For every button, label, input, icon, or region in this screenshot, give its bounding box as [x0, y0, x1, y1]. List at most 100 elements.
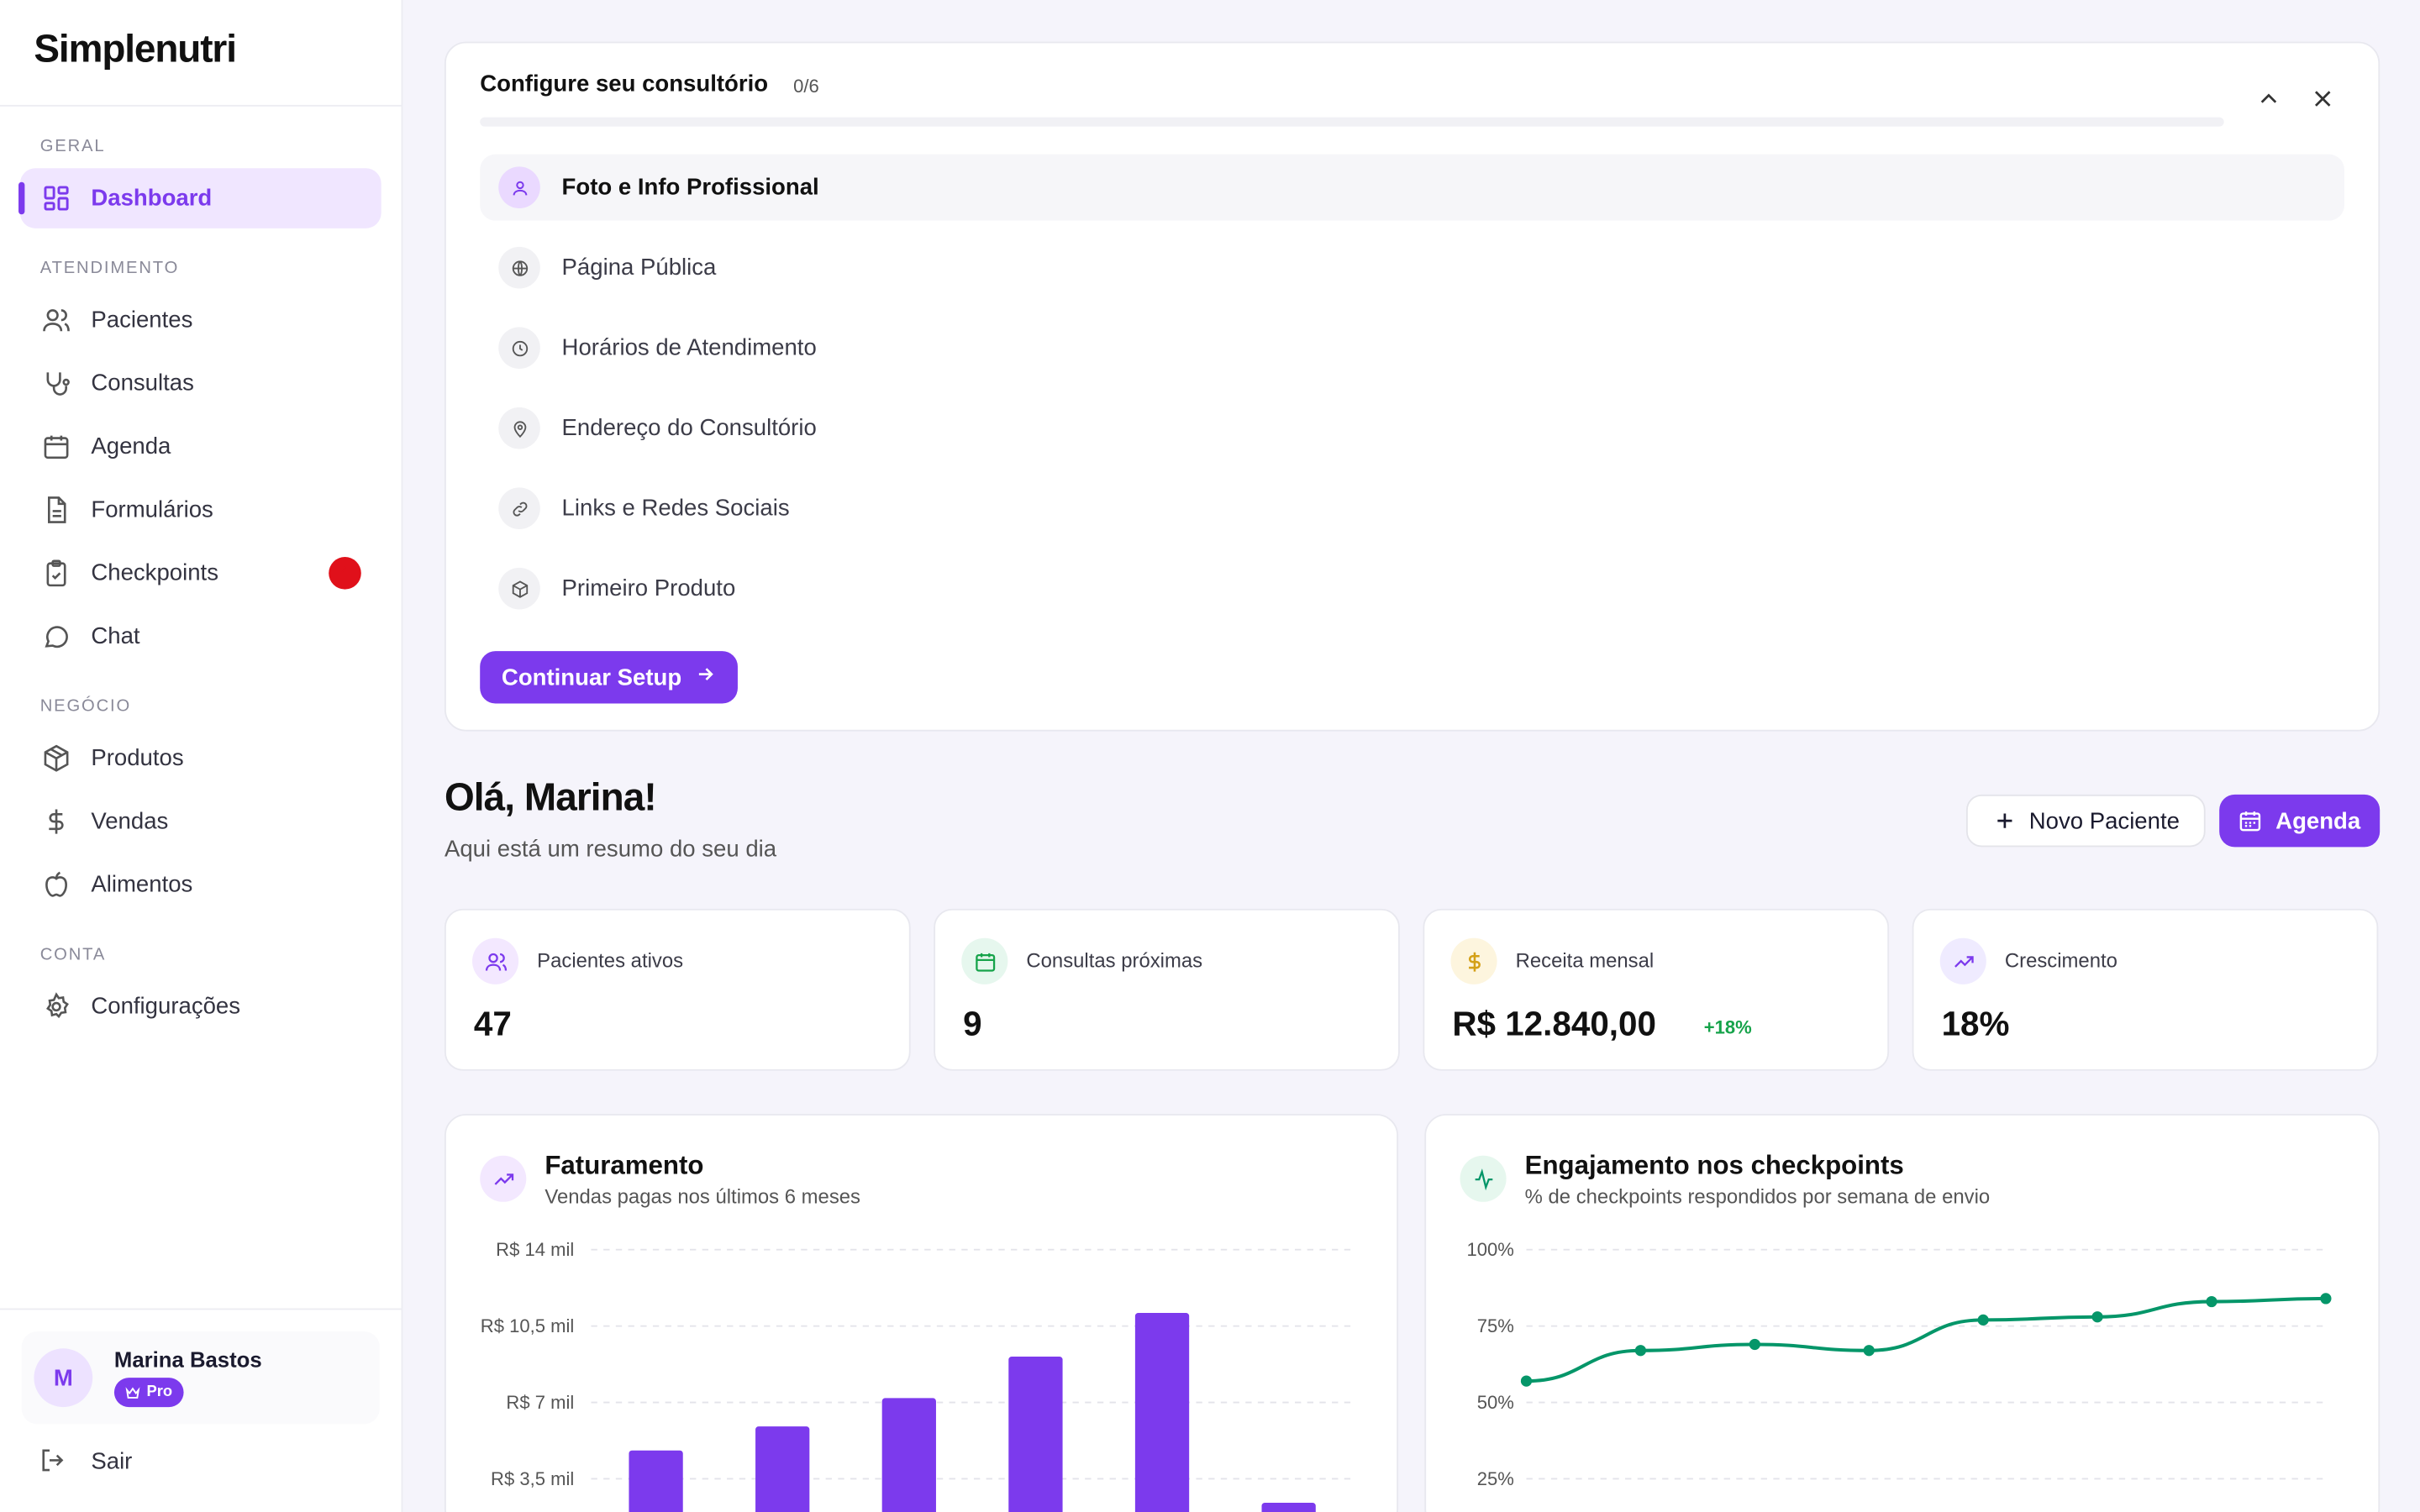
- section-label-atendimento: ATENDIMENTO: [39, 259, 180, 278]
- setup-step-label: Página Pública: [561, 255, 717, 281]
- bar[interactable]: [1008, 1357, 1063, 1512]
- plan-badge: Pro: [113, 1378, 183, 1408]
- y-tick-label: R$ 7 mil: [506, 1392, 574, 1413]
- stat-label: Pacientes ativos: [537, 948, 684, 973]
- bar[interactable]: [755, 1426, 810, 1512]
- checkpoints-badge: 4: [329, 557, 361, 590]
- sidebar-item-formularios[interactable]: Formulários: [20, 480, 381, 540]
- data-point[interactable]: [1863, 1345, 1875, 1357]
- user-icon: [498, 166, 540, 208]
- sidebar-item-label: Pacientes: [91, 307, 193, 333]
- series-line: [1526, 1296, 2326, 1383]
- sidebar-item-agenda[interactable]: Agenda: [20, 417, 381, 477]
- continue-setup-button[interactable]: Continuar Setup: [480, 651, 738, 704]
- bar[interactable]: [1261, 1503, 1316, 1512]
- sidebar-item-label: Alimentos: [91, 871, 193, 898]
- agenda-label: Agenda: [2275, 807, 2361, 834]
- y-tick-label: R$ 14 mil: [496, 1239, 574, 1260]
- data-point[interactable]: [1749, 1338, 1760, 1351]
- trending-up-icon: [1939, 937, 1986, 984]
- setup-step-foto[interactable]: Foto e Info Profissional: [480, 154, 2344, 221]
- section-label-negocio: NEGÓCIO: [39, 697, 132, 717]
- chevron-up-icon[interactable]: [2254, 85, 2282, 113]
- setup-step-label: Primeiro Produto: [561, 575, 736, 602]
- sidebar-item-vendas[interactable]: Vendas: [20, 791, 381, 852]
- y-tick-label: R$ 3,5 mil: [491, 1468, 574, 1489]
- sidebar-item-label: Produtos: [91, 745, 184, 772]
- data-point[interactable]: [1977, 1314, 1989, 1326]
- sidebar-item-dashboard[interactable]: Dashboard: [18, 168, 381, 228]
- bar[interactable]: [1134, 1313, 1190, 1512]
- setup-step-label: Horários de Atendimento: [561, 334, 817, 361]
- setup-step-produto[interactable]: Primeiro Produto: [480, 555, 2344, 622]
- stat-card-receita[interactable]: Receita mensal R$ 12.840,00 +18%: [1423, 908, 1890, 1071]
- sidebar-item-produtos[interactable]: Produtos: [20, 728, 381, 789]
- bar[interactable]: [881, 1398, 936, 1512]
- package-icon: [40, 743, 71, 774]
- sidebar-item-checkpoints[interactable]: Checkpoints 4: [20, 543, 381, 604]
- document-icon: [40, 495, 71, 526]
- users-icon: [40, 305, 71, 336]
- y-tick-label: 50%: [1477, 1392, 1514, 1413]
- sidebar-item-chat[interactable]: Chat: [20, 606, 381, 667]
- data-point[interactable]: [1634, 1345, 1647, 1357]
- user-card[interactable]: M Marina Bastos Pro: [21, 1331, 380, 1425]
- stat-card-consultas[interactable]: Consultas próximas 9: [934, 908, 1400, 1071]
- setup-title: Configure seu consultório: [480, 71, 769, 97]
- engagement-chart: 100% 75% 50% 25%: [1466, 1239, 2332, 1489]
- close-icon[interactable]: [2309, 85, 2337, 113]
- data-point[interactable]: [1520, 1375, 1533, 1387]
- avatar: M: [34, 1348, 93, 1408]
- sidebar-item-label: Dashboard: [91, 185, 213, 212]
- data-point[interactable]: [2206, 1295, 2217, 1308]
- arrow-right-icon: [694, 664, 716, 691]
- y-tick-label: R$ 10,5 mil: [481, 1315, 574, 1336]
- setup-progress-bar: [480, 117, 2224, 127]
- app-logo[interactable]: Simplenutri: [0, 0, 402, 107]
- sidebar-item-alimentos[interactable]: Alimentos: [20, 855, 381, 916]
- setup-step-pagina[interactable]: Página Pública: [480, 234, 2344, 301]
- logout-icon: [39, 1446, 70, 1477]
- gear-icon: [40, 991, 71, 1022]
- revenue-chart: R$ 14 mil R$ 10,5 mil R$ 7 mil R$ 3,5 mil: [481, 1239, 1351, 1512]
- data-point[interactable]: [2091, 1311, 2103, 1323]
- section-label-conta: CONTA: [39, 945, 107, 964]
- plan-label: Pro: [146, 1383, 173, 1402]
- trending-up-icon: [480, 1155, 527, 1202]
- sidebar-item-configuracoes[interactable]: Configurações: [20, 977, 381, 1037]
- continue-setup-label: Continuar Setup: [501, 664, 682, 690]
- users-icon: [472, 937, 519, 984]
- stat-value: R$ 12.840,00: [1452, 1004, 1656, 1043]
- new-patient-label: Novo Paciente: [2028, 807, 2180, 834]
- sidebar-item-pacientes[interactable]: Pacientes: [20, 290, 381, 350]
- chart-title: Faturamento: [544, 1151, 704, 1181]
- sidebar-item-label: Chat: [91, 623, 140, 650]
- sidebar-item-consultas[interactable]: Consultas: [20, 354, 381, 414]
- setup-step-links[interactable]: Links e Redes Sociais: [480, 475, 2344, 542]
- dashboard-icon: [40, 183, 71, 214]
- setup-step-horarios[interactable]: Horários de Atendimento: [480, 315, 2344, 381]
- bar[interactable]: [629, 1450, 683, 1512]
- calendar-icon: [961, 937, 1008, 984]
- stat-card-pacientes[interactable]: Pacientes ativos 47: [444, 908, 911, 1071]
- y-tick-label: 25%: [1477, 1468, 1514, 1489]
- apple-icon: [40, 869, 71, 900]
- section-label-geral: GERAL: [39, 137, 106, 156]
- link-icon: [498, 487, 540, 529]
- chart-subtitle: Vendas pagas nos últimos 6 meses: [544, 1184, 860, 1209]
- setup-step-endereco[interactable]: Endereço do Consultório: [480, 395, 2344, 461]
- stat-label: Consultas próximas: [1026, 948, 1203, 973]
- new-patient-button[interactable]: Novo Paciente: [1965, 794, 2206, 848]
- sidebar-item-label: Vendas: [91, 808, 169, 835]
- dollar-icon: [1450, 937, 1497, 984]
- setup-card: Configure seu consultório 0/6 Foto e Inf…: [444, 41, 2381, 732]
- page-subtitle: Aqui está um resumo do seu dia: [444, 836, 777, 863]
- agenda-button[interactable]: Agenda: [2219, 794, 2381, 848]
- revenue-chart-card: Faturamento Vendas pagas nos últimos 6 m…: [444, 1114, 1399, 1512]
- clipboard-check-icon: [40, 558, 71, 589]
- logout-button[interactable]: Sair: [0, 1446, 402, 1477]
- globe-icon: [498, 246, 540, 289]
- stat-card-crescimento[interactable]: Crescimento 18%: [1912, 908, 2379, 1071]
- chart-subtitle: % de checkpoints respondidos por semana …: [1524, 1184, 1991, 1209]
- data-point[interactable]: [2320, 1293, 2332, 1305]
